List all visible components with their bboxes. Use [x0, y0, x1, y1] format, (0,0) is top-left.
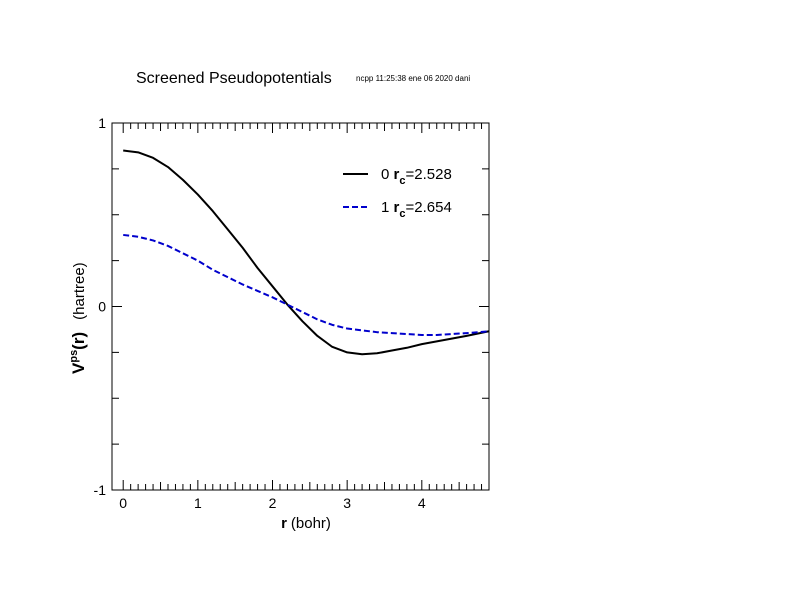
series-line-1: [123, 233, 490, 336]
legend-prefix: 1: [381, 199, 394, 216]
x-tick-label: 2: [269, 495, 277, 511]
y-tick-label: 1: [98, 115, 106, 131]
x-tick-label: 0: [119, 495, 127, 511]
legend-value: =2.528: [405, 166, 451, 183]
y-axis-argument: (r): [69, 332, 88, 350]
legend-prefix: 0: [381, 166, 394, 183]
legend-value: =2.654: [405, 199, 451, 216]
y-axis-unit: (hartree): [71, 262, 88, 320]
y-tick-label: 0: [98, 299, 106, 315]
x-tick-label: 3: [343, 495, 351, 511]
legend-subscript: c: [399, 208, 405, 220]
legend-subscript: c: [399, 175, 405, 187]
legend-entry-1: 1 rc=2.654: [381, 199, 452, 220]
y-axis-symbol: V: [69, 362, 88, 374]
x-axis-symbol: r: [281, 515, 287, 532]
y-axis-label: Vps(r) (hartree): [68, 262, 88, 374]
x-ticks: 0 1 2 3 4: [119, 123, 490, 511]
y-tick-label: -1: [94, 482, 107, 498]
y-axis-superscript: ps: [68, 350, 80, 363]
legend-symbol: r: [394, 199, 400, 216]
chart-title: Screened Pseudopotentials: [136, 70, 332, 87]
x-axis-unit: (bohr): [291, 515, 331, 532]
x-tick-label: 4: [418, 495, 426, 511]
chart-subtitle: ncpp 11:25:38 ene 06 2020 dani: [356, 74, 470, 83]
x-axis-label: r (bohr): [281, 515, 331, 532]
series-layer: [123, 149, 490, 356]
series-line-0: [123, 149, 490, 356]
legend-symbol: r: [394, 166, 400, 183]
y-ticks: -1 0 1: [94, 115, 489, 498]
x-tick-label: 1: [194, 495, 202, 511]
legend-entry-0: 0 rc=2.528: [381, 166, 452, 187]
